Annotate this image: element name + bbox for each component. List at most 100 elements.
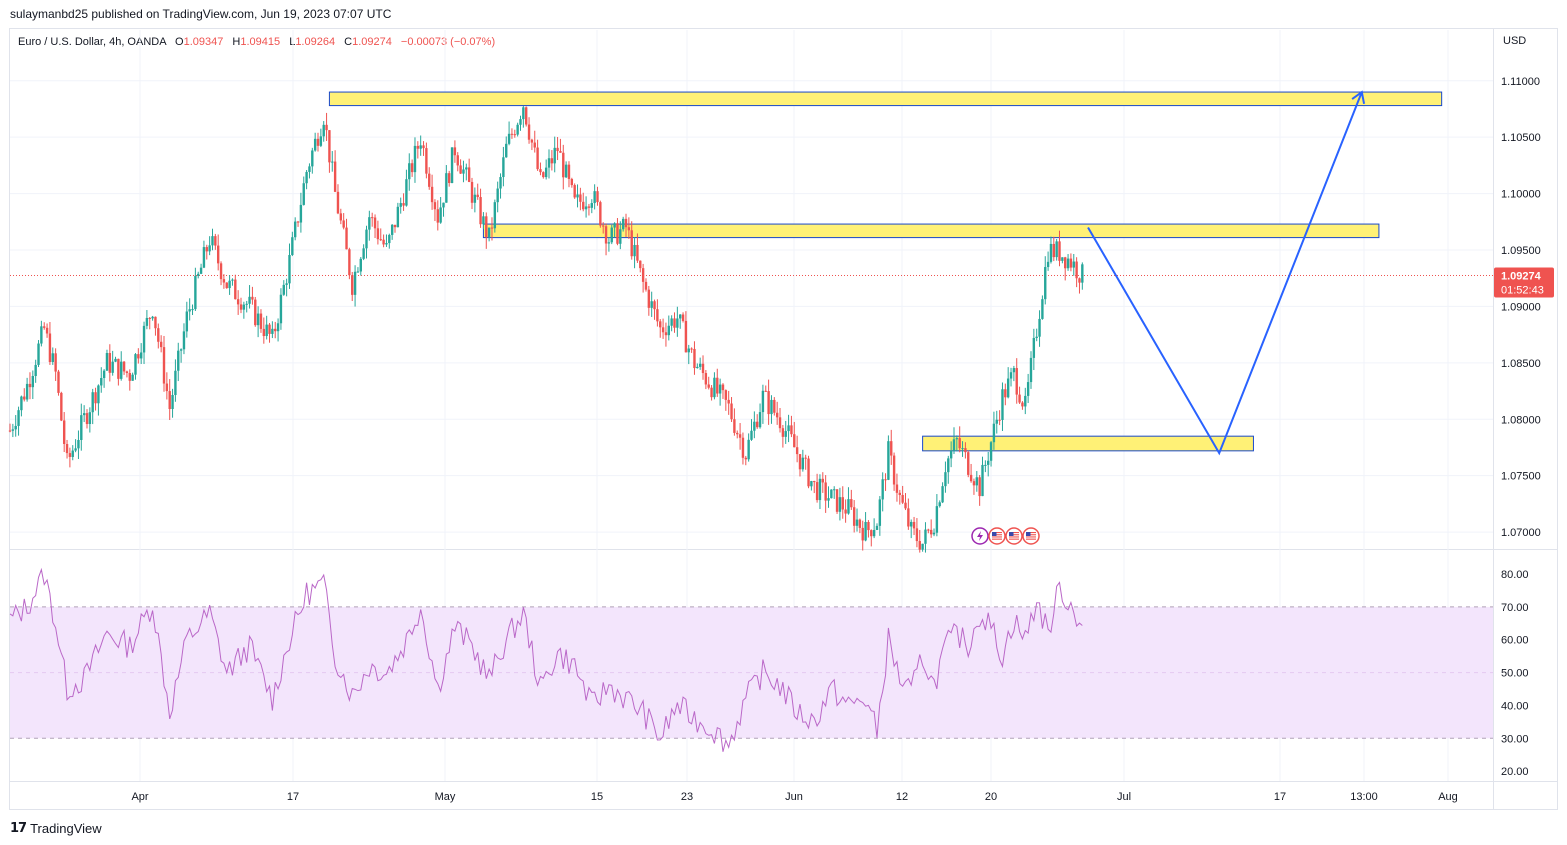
flag-icon-circle[interactable] xyxy=(1022,527,1040,545)
candle-body xyxy=(838,497,842,512)
us-flag-icon[interactable] xyxy=(1005,527,1023,545)
candle-body xyxy=(596,191,599,203)
price-tick-label: 1.07000 xyxy=(1501,527,1541,539)
candle-body xyxy=(587,206,591,208)
candle-body xyxy=(171,395,174,409)
candle-body xyxy=(972,481,976,486)
projection-arrowhead[interactable] xyxy=(1351,90,1366,105)
candle-body xyxy=(981,464,984,497)
candle-body xyxy=(496,188,499,203)
rsi-tick-label: 20.00 xyxy=(1501,766,1529,778)
candle-body xyxy=(835,489,839,512)
candle-body xyxy=(1021,402,1024,407)
candle-body xyxy=(316,138,320,146)
candle-body xyxy=(738,434,742,438)
symbol-legend[interactable]: Euro / U.S. Dollar, 4h, OANDA O1.09347 H… xyxy=(18,36,501,48)
candle-body xyxy=(676,318,679,328)
candle-body xyxy=(661,327,665,333)
candle-body xyxy=(342,220,345,228)
candle-body xyxy=(254,299,257,326)
candle-body xyxy=(949,450,953,459)
candle-body xyxy=(713,377,716,398)
us-flag-icon[interactable] xyxy=(988,527,1006,545)
candle-body xyxy=(45,327,49,334)
candle-body xyxy=(148,317,151,319)
candle-body xyxy=(881,479,884,500)
candle-body xyxy=(493,202,497,229)
candle-body xyxy=(1044,267,1047,300)
flag-stripe xyxy=(1026,538,1036,540)
candle-body xyxy=(71,450,74,457)
candle-body xyxy=(522,107,525,120)
candle-body xyxy=(599,202,602,226)
candle-body xyxy=(205,247,208,252)
projection-line[interactable] xyxy=(1087,91,1363,456)
candle-body xyxy=(462,169,465,174)
candle-body xyxy=(413,145,417,173)
candle-body xyxy=(216,245,220,264)
candle-body xyxy=(701,363,705,374)
candle-body xyxy=(62,420,66,444)
candle-body xyxy=(222,279,226,283)
flag-stripe xyxy=(1009,538,1019,540)
candle-body xyxy=(1038,318,1041,337)
candle-body xyxy=(724,390,728,400)
candle-body xyxy=(770,399,773,415)
event-markers[interactable] xyxy=(971,527,1040,545)
candle-body xyxy=(864,521,867,541)
candle-body xyxy=(325,124,328,131)
candle-body xyxy=(43,326,46,328)
candle-body xyxy=(718,384,722,394)
candle-body xyxy=(48,333,52,362)
candle-body xyxy=(1069,258,1073,268)
zone-2[interactable] xyxy=(482,223,1380,239)
candle-body xyxy=(932,532,936,535)
symbol-title[interactable]: Euro / U.S. Dollar, 4h, OANDA xyxy=(18,36,166,48)
candle-body xyxy=(333,161,337,192)
time-tick-label: 15 xyxy=(591,791,603,803)
zone-3[interactable] xyxy=(922,435,1254,452)
candle-body xyxy=(51,353,54,362)
candle-body xyxy=(673,318,676,328)
candle-body xyxy=(844,509,847,514)
candle-body xyxy=(955,438,959,440)
candle-body xyxy=(793,434,796,448)
flag-stripe xyxy=(992,534,1002,536)
high-value: 1.09415 xyxy=(240,36,281,48)
candle-body xyxy=(245,303,248,305)
candle-body xyxy=(485,216,488,238)
flag-icon-circle[interactable] xyxy=(988,527,1006,545)
candle-body xyxy=(958,438,961,449)
candle-body xyxy=(410,163,414,173)
change-value: −0.00073 (−0.07%) xyxy=(400,36,496,48)
candle-body xyxy=(120,361,123,379)
candle-body xyxy=(884,479,887,481)
candle-body xyxy=(639,260,642,269)
candle-body xyxy=(311,150,314,167)
candle-body xyxy=(268,324,271,334)
candle-body xyxy=(778,417,782,429)
candle-body xyxy=(753,421,756,431)
tradingview-logo-icon: 𝟭𝟳 xyxy=(10,820,27,835)
candle-body xyxy=(228,280,231,289)
candle-body xyxy=(795,447,799,455)
candle-body xyxy=(621,218,625,230)
candle-body xyxy=(527,124,531,140)
candle-body xyxy=(830,489,833,499)
candle-body xyxy=(31,376,35,388)
flash-icon[interactable] xyxy=(971,527,989,545)
zone-1[interactable] xyxy=(328,91,1443,107)
zone-rectangles[interactable] xyxy=(328,91,1443,452)
candle-body xyxy=(459,165,462,174)
flag-icon-circle[interactable] xyxy=(1005,527,1023,545)
candle-body xyxy=(898,492,901,496)
candle-body xyxy=(259,313,263,329)
flag-canton xyxy=(1026,532,1031,536)
rsi-tick-label: 80.00 xyxy=(1501,569,1529,581)
candle-body xyxy=(242,304,246,310)
candle-body xyxy=(721,384,725,391)
published-by-line: sulaymanbd25 published on TradingView.co… xyxy=(10,7,392,21)
projection-path[interactable] xyxy=(1087,90,1366,456)
us-flag-icon[interactable] xyxy=(1022,527,1040,545)
